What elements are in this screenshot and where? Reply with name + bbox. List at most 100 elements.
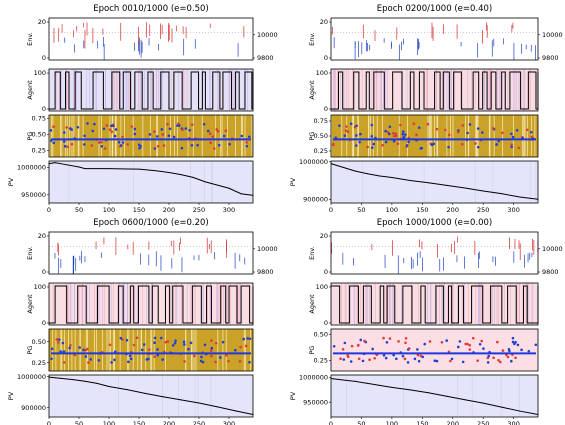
pg-point-blue [417,126,421,129]
y-axis-label: PG [308,132,316,141]
pg-point-red [210,354,213,358]
pg-point-red [225,354,228,357]
pg-point-blue [247,135,251,139]
pg-point-blue [155,135,159,138]
pg-point-red [244,344,248,348]
pg-point-blue [456,345,460,349]
pg-point-blue [142,343,146,346]
pg-point-blue [413,357,417,361]
pv-point [342,166,344,168]
x-tick-label: 50 [357,206,365,214]
pg-point-red [397,340,400,343]
pg-point-blue [187,347,190,351]
pg-point-red [62,361,66,364]
portfolio-value-line [48,376,254,416]
pg-point-blue [159,336,163,340]
x-tick-label: 250 [193,206,205,214]
pg-point-red [530,135,534,139]
pg-point-red [435,127,439,131]
pg-point-red [66,145,69,149]
pg-point-blue [433,359,437,363]
pg-point-red [394,134,398,138]
pg-point-red [382,336,385,340]
pg-point-red [346,130,350,134]
pg-point-red [407,347,411,350]
pg-point-blue [201,360,205,364]
pg-point-blue [86,122,89,125]
pg-point-red [514,356,517,360]
pg-point-blue [476,127,480,130]
pg-point-red [419,354,423,358]
y-axis-label: Agent [308,80,316,100]
pg-point-blue [461,360,465,364]
pg-point-blue [384,356,388,360]
pg-point-blue [513,342,516,346]
pg-point-red [510,143,513,146]
pg-point-blue [102,127,106,131]
pg-point-red [428,340,432,343]
pg-point-blue [509,359,513,363]
pg-point-red [166,122,169,126]
pg-point-blue [248,360,251,364]
pv-point [168,171,170,173]
agent-background [331,283,538,325]
pg-point-blue [371,146,374,150]
pg-background [331,329,538,371]
env-panel: 0 20 10000 9800 Env. [26,231,278,276]
pv-point [519,410,521,412]
y-right-tick-label: 9800 [257,268,274,276]
y-tick-label: 20 [320,18,328,26]
pg-point-red [466,342,469,346]
pg-point-blue [240,134,244,138]
panel-frame [330,231,539,275]
pg-point-blue [392,353,395,357]
pg-point-blue [403,133,407,136]
pg-point-blue [113,134,117,138]
pg-point-red [135,336,139,340]
pg-point-blue [370,134,374,138]
pg-point-red [190,123,194,126]
pg-point-blue [217,143,221,147]
pg-point-blue [530,130,533,134]
pg-point-blue [405,144,409,147]
y-right-tick-label: 10000 [542,31,563,39]
pg-point-red [404,341,407,345]
pg-point-red [416,353,420,357]
pg-point-blue [160,128,164,131]
x-tick-label: 200 [447,206,459,214]
pg-point-red [238,360,242,363]
x-tick-label: 300 [507,420,519,425]
pg-point-red [491,126,495,130]
pg-point-blue [119,336,123,340]
pg-point-red [388,337,392,340]
pg-point-red [341,348,345,351]
pg-point-blue [395,357,398,361]
pg-point-red [468,348,472,351]
pg-point-blue [228,142,231,146]
subplot-title: Epoch 0010/1000 (e=0.50) [93,4,208,14]
pg-point-blue [407,140,410,144]
pg-point-blue [420,146,423,150]
pg-point-red [73,353,77,357]
pg-point-blue [468,123,472,126]
pg-point-red [99,140,103,144]
pg-point-blue [511,336,515,340]
pg-point-blue [133,127,137,131]
pg-point-red [55,338,59,341]
pg-point-blue [445,339,449,342]
pg-point-red [208,132,212,136]
pg-point-blue [511,135,515,139]
pg-point-red [492,356,495,360]
agent-position-line [331,285,539,324]
pg-point-red [350,344,354,348]
pv-point [500,193,502,195]
pg-point-red [153,355,157,358]
pg-point-blue [520,348,523,352]
pg-point-blue [89,358,92,361]
pg-point-blue [361,359,365,363]
pg-point-blue [156,353,160,357]
y-tick-label: 0.50 [314,132,328,140]
